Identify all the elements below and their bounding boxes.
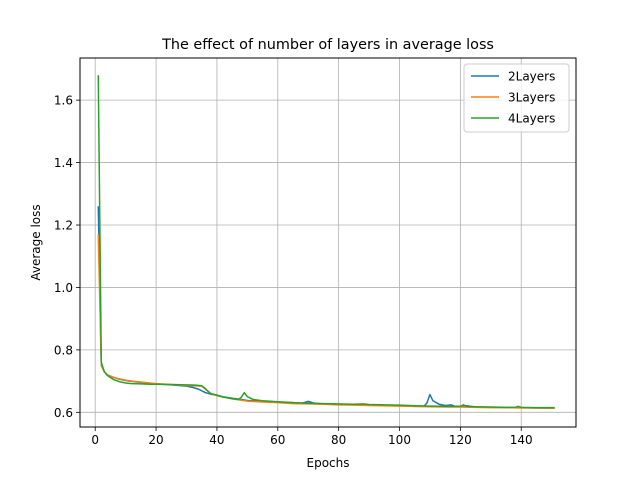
y-tick-label: 1.4 [54,156,73,170]
x-axis-ticks: 0 20 40 60 80 100 120 140 [91,427,533,447]
y-tick-label: 1.6 [54,94,73,108]
chart-title: The effect of number of layers in averag… [161,37,494,53]
legend-frame [463,63,570,133]
legend-label: 3Layers [508,91,555,105]
y-tick-label: 0.8 [54,343,73,357]
x-tick-label: 120 [449,433,472,447]
x-tick-label: 40 [209,433,224,447]
series-line-4Layers [97,75,555,409]
x-tick-label: 60 [270,433,285,447]
x-tick-label: 0 [91,433,99,447]
x-tick-label: 100 [388,433,411,447]
y-axis-label: Average loss [29,204,43,280]
y-axis-ticks: 0.6 0.8 1.0 1.2 1.4 1.6 [54,94,80,420]
plot-frame [79,57,577,428]
y-tick-label: 0.6 [54,406,73,420]
series-line-2Layers [97,206,555,410]
series-line-3Layers [97,234,555,410]
series-layer [97,75,555,410]
y-tick-label: 1.2 [54,219,73,233]
y-tick-label: 1.0 [54,281,73,295]
x-axis-label: Epochs [307,456,350,470]
legend-label: 2Layers [508,70,555,84]
x-tick-label: 80 [331,433,346,447]
x-tick-label: 20 [148,433,163,447]
legend-label: 4Layers [508,112,555,126]
legend: 2Layers 3Layers 4Layers [463,63,570,133]
x-tick-label: 140 [510,433,533,447]
